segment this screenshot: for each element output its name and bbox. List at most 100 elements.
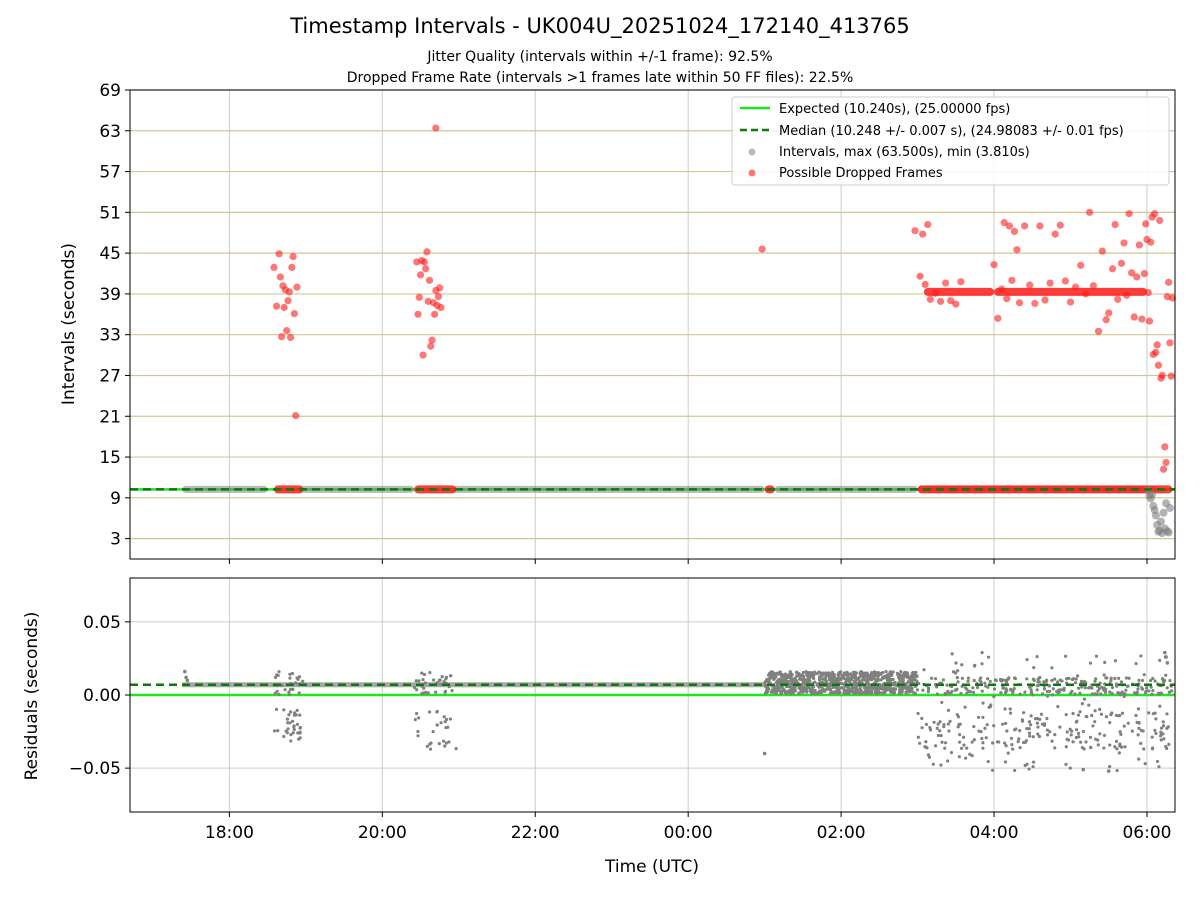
residual-point	[288, 687, 293, 692]
residual-point	[1022, 711, 1026, 715]
residual-point	[889, 670, 893, 674]
residual-point	[999, 691, 1003, 695]
residual-point	[412, 685, 417, 690]
residual-point	[954, 661, 958, 665]
residual-point	[936, 722, 940, 726]
residual-point	[1116, 691, 1120, 695]
residual-point	[443, 690, 447, 694]
residual-point	[1164, 655, 1168, 659]
residual-point	[1117, 751, 1121, 755]
residual-point	[1013, 768, 1017, 773]
residual-point	[960, 663, 964, 667]
residual-point	[295, 708, 299, 712]
residual-point	[1075, 719, 1079, 723]
residual-point	[1110, 691, 1114, 696]
residual-point	[915, 679, 919, 683]
dropped-frame-point	[436, 284, 444, 292]
residual-point	[817, 675, 822, 679]
residual-point	[829, 684, 833, 688]
dropped-frame-point	[942, 279, 950, 287]
top-panel-frame	[129, 89, 1176, 560]
dropped-frame-point	[919, 230, 927, 238]
x-tick-label: 04:00	[970, 823, 1019, 843]
residual-point	[432, 678, 436, 682]
residual-point	[958, 733, 962, 737]
residual-point	[416, 729, 420, 734]
dropped-frame-point	[998, 285, 1006, 293]
dropped-frame-point	[1156, 216, 1164, 225]
residual-point	[1076, 686, 1081, 690]
residual-point	[870, 676, 874, 680]
residual-point	[423, 681, 427, 685]
residual-point	[911, 678, 915, 682]
legend-box	[731, 96, 1170, 186]
residual-point	[286, 727, 290, 731]
residual-point	[910, 689, 914, 693]
residual-point	[840, 681, 844, 686]
residual-point	[1163, 650, 1167, 655]
residual-point	[766, 685, 770, 689]
residual-point	[1004, 721, 1008, 726]
residual-point	[1025, 658, 1029, 662]
residual-point	[1016, 739, 1020, 744]
residual-point	[1147, 711, 1151, 715]
residual-point	[816, 682, 820, 686]
residual-point	[880, 691, 884, 695]
residual-point	[932, 720, 936, 724]
residual-point	[939, 763, 943, 767]
residual-point	[876, 687, 881, 691]
residual-point	[962, 735, 966, 739]
residual-point	[862, 671, 866, 675]
residual-point	[275, 689, 279, 693]
residual-point	[1154, 731, 1158, 736]
residual-point	[442, 739, 446, 743]
residual-point	[899, 691, 904, 695]
residual-point	[1096, 689, 1100, 693]
residual-point	[1055, 689, 1059, 694]
residual-point	[852, 682, 857, 686]
residual-point	[1076, 713, 1081, 717]
dropped-frame-point	[270, 263, 278, 272]
residual-point	[971, 690, 976, 694]
residual-point	[926, 753, 931, 757]
dropped-frame-point	[1166, 339, 1174, 347]
residual-point	[1079, 679, 1084, 683]
dropped-frame-point	[1162, 458, 1170, 467]
residual-point	[940, 700, 944, 705]
residual-point	[1155, 759, 1160, 764]
residual-point	[448, 717, 453, 721]
dropped-frame-point	[285, 288, 293, 296]
residual-point	[926, 690, 930, 694]
residual-point	[1153, 728, 1157, 733]
residual-point	[1130, 729, 1134, 733]
residual-point	[943, 746, 947, 750]
residual-point	[783, 678, 787, 682]
residual-point	[844, 677, 848, 681]
dropped-frame-point	[1098, 247, 1106, 255]
residual-point	[1051, 693, 1055, 697]
residual-point	[1094, 654, 1099, 658]
residual-point	[809, 674, 813, 679]
dropped-frame-point	[947, 297, 955, 305]
residual-point	[980, 736, 984, 741]
residual-point	[1137, 678, 1141, 682]
residual-point	[1028, 734, 1032, 738]
residual-point	[1027, 731, 1032, 735]
dropped-frame-point	[1000, 218, 1008, 227]
residual-point	[910, 686, 914, 691]
residual-point	[1039, 712, 1044, 716]
residual-point	[1093, 720, 1097, 724]
residual-point	[912, 675, 916, 679]
residual-point	[1124, 688, 1128, 692]
residual-point	[884, 688, 888, 693]
residual-point	[416, 734, 420, 738]
residual-point	[981, 701, 985, 705]
residual-point	[769, 675, 774, 679]
residual-point	[780, 672, 784, 676]
residual-point	[274, 707, 279, 711]
residual-point	[1169, 689, 1174, 693]
dropped-frame-point	[1013, 246, 1021, 254]
top-y-tick-label: 15	[99, 448, 121, 468]
residual-point	[774, 681, 778, 685]
